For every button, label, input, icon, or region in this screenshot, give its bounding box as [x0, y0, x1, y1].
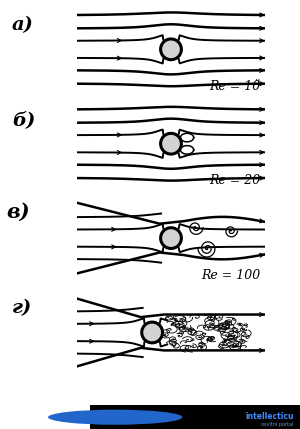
Text: intellecticu: intellecticu [245, 412, 294, 421]
Text: в): в) [6, 202, 30, 222]
Text: osvitni portal: osvitni portal [261, 422, 294, 427]
Circle shape [48, 410, 182, 425]
Text: Re = 10̈: Re = 10̈ [209, 80, 261, 93]
Circle shape [160, 228, 182, 248]
Text: Re = 20: Re = 20 [209, 174, 261, 187]
Circle shape [142, 322, 163, 343]
Text: Re = 100: Re = 100 [201, 269, 261, 281]
Text: б): б) [12, 111, 35, 129]
Text: а): а) [12, 16, 34, 34]
Text: г): г) [12, 299, 32, 317]
Circle shape [160, 39, 182, 60]
Circle shape [160, 133, 182, 154]
